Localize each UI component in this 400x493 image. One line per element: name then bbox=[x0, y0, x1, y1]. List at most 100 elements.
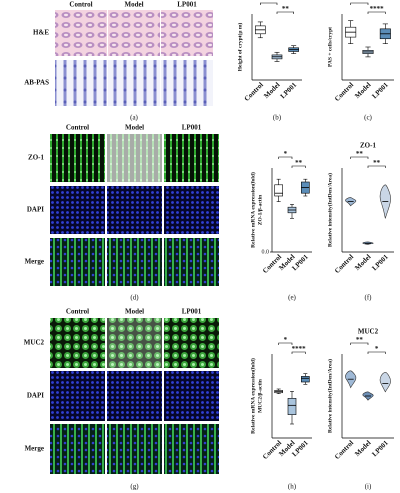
micrograph bbox=[164, 186, 219, 234]
x-tick-label: Model bbox=[262, 81, 281, 100]
micrograph bbox=[50, 186, 105, 234]
row-label: Merge bbox=[25, 258, 44, 266]
significance-label: * bbox=[284, 150, 288, 158]
micrograph bbox=[161, 10, 213, 56]
x-tick-label: Control bbox=[333, 81, 355, 103]
panel-label: (e) bbox=[288, 294, 296, 302]
x-tick-label: LP001 bbox=[279, 81, 299, 101]
column-header: Model bbox=[125, 308, 144, 316]
significance-bracket bbox=[350, 342, 369, 345]
micrograph bbox=[164, 371, 219, 421]
column-header: Control bbox=[69, 1, 92, 9]
micrograph bbox=[50, 371, 105, 421]
row-label: DAPI bbox=[27, 206, 44, 214]
micrograph bbox=[50, 424, 105, 474]
violin bbox=[362, 241, 374, 245]
box bbox=[274, 184, 283, 197]
x-tick-label: LP001 bbox=[370, 253, 390, 273]
significance-label: * bbox=[284, 336, 288, 344]
x-tick-label: Model bbox=[353, 81, 372, 100]
y-axis-label: ZO-1/β-actin bbox=[257, 195, 263, 225]
y-axis-label: Relative mRNA expression(fold) bbox=[249, 358, 256, 434]
panel-label: (i) bbox=[365, 483, 372, 491]
micrograph bbox=[108, 60, 160, 106]
row-label: DAPI bbox=[27, 392, 44, 400]
column-header: Control bbox=[66, 308, 89, 316]
significance-label: ** bbox=[356, 336, 364, 344]
significance-bracket bbox=[367, 351, 386, 354]
micrograph bbox=[107, 134, 162, 182]
x-tick-label: Control bbox=[243, 81, 265, 103]
row-label: AB-PAS bbox=[24, 79, 49, 87]
significance-label: **** bbox=[370, 5, 385, 13]
panel-label: (h) bbox=[288, 483, 297, 491]
panel-label: (g) bbox=[130, 483, 139, 491]
significance-bracket bbox=[278, 342, 293, 345]
row-label: H&E bbox=[33, 29, 49, 37]
y-axis-label: Relative intensity(IntDen/Area) bbox=[326, 173, 333, 247]
significance-bracket bbox=[278, 156, 293, 159]
micrograph bbox=[107, 371, 162, 421]
y-tick-label: 0.0 bbox=[262, 249, 270, 255]
micrograph bbox=[55, 60, 107, 106]
row-label: ZO-1 bbox=[28, 154, 44, 162]
micrograph bbox=[164, 238, 219, 286]
panel-label: (f) bbox=[365, 294, 373, 302]
y-axis-label: Height of crypt(μ m) bbox=[236, 23, 243, 72]
y-axis-label: Relative mRNA expression(fold) bbox=[249, 172, 256, 248]
box bbox=[287, 398, 297, 415]
x-tick-label: Control bbox=[333, 439, 355, 461]
column-header: LP001 bbox=[177, 1, 197, 9]
micrograph bbox=[50, 134, 105, 182]
x-tick-label: LP001 bbox=[370, 81, 390, 101]
significance-label: * bbox=[375, 345, 379, 353]
micrograph bbox=[50, 238, 105, 286]
significance-label: ** bbox=[295, 159, 303, 167]
x-tick-label: Model bbox=[353, 253, 372, 272]
micrograph bbox=[164, 424, 219, 474]
chart-title: MUC2 bbox=[358, 328, 379, 336]
micrograph bbox=[107, 424, 162, 474]
significance-label: **** bbox=[262, 0, 277, 4]
micrographs bbox=[50, 10, 219, 474]
box bbox=[301, 376, 310, 383]
panel-label: (c) bbox=[364, 114, 372, 122]
micrograph bbox=[107, 318, 162, 368]
significance-bracket bbox=[367, 11, 386, 14]
x-tick-label: Control bbox=[333, 253, 355, 275]
column-header: Control bbox=[66, 124, 89, 132]
y-axis-label: Relative intensity(IntDen/Area) bbox=[326, 359, 333, 433]
significance-bracket bbox=[291, 351, 306, 354]
micrograph bbox=[107, 186, 162, 234]
micrograph bbox=[161, 60, 213, 106]
micrograph bbox=[50, 318, 105, 368]
micrograph bbox=[108, 10, 160, 56]
significance-label: **** bbox=[352, 0, 367, 4]
panel-label: (d) bbox=[130, 294, 139, 302]
significance-bracket bbox=[367, 165, 386, 168]
significance-label: ** bbox=[356, 150, 364, 158]
column-header: LP001 bbox=[182, 124, 202, 132]
significance-label: ** bbox=[282, 5, 290, 13]
column-header: Model bbox=[124, 1, 143, 9]
micrograph bbox=[164, 134, 219, 182]
column-header: LP001 bbox=[182, 308, 202, 316]
y-axis-label: PAS + cells/crypt bbox=[327, 27, 333, 67]
row-label: Merge bbox=[25, 445, 44, 453]
row-label: MUC2 bbox=[24, 339, 45, 347]
column-header: Model bbox=[125, 124, 144, 132]
y-axis-label: MUC2/β-actin bbox=[257, 379, 263, 413]
violin bbox=[379, 372, 391, 393]
micrograph bbox=[55, 10, 107, 56]
chart-title: ZO-1 bbox=[360, 142, 376, 150]
significance-bracket bbox=[350, 2, 369, 5]
significance-bracket bbox=[260, 2, 278, 5]
panel-label: (b) bbox=[273, 114, 282, 122]
micrograph bbox=[107, 238, 162, 286]
significance-bracket bbox=[350, 156, 369, 159]
significance-bracket bbox=[276, 11, 294, 14]
micrograph bbox=[164, 318, 219, 368]
x-tick-label: LP001 bbox=[370, 439, 390, 459]
panel-label: (a) bbox=[130, 114, 138, 122]
